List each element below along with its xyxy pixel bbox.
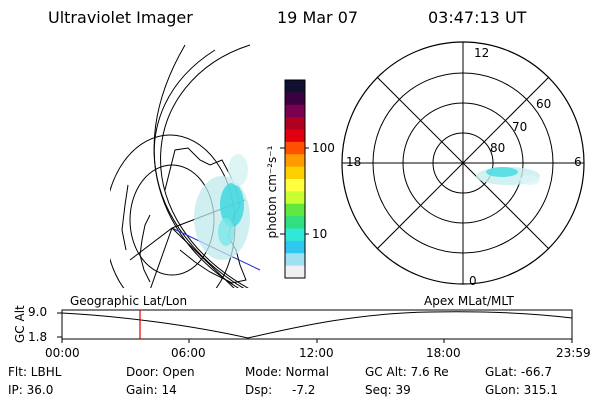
colorbar-strip <box>285 240 305 254</box>
mlt-label-12: 12 <box>474 46 490 60</box>
timeline-tick-1200: 12:00 <box>299 346 334 360</box>
aurora-polar <box>476 167 540 185</box>
colorbar-strip <box>285 253 305 267</box>
colorbar-strip <box>285 216 305 230</box>
colorbar-strip <box>285 92 305 106</box>
colorbar-strip <box>285 203 305 217</box>
info-door: Door: Open <box>126 365 195 379</box>
aurora-geo <box>194 154 250 260</box>
colorbar-strip <box>285 166 305 180</box>
polar-grid <box>341 41 585 285</box>
info-glat: GLat: -66.7 <box>485 365 552 379</box>
mlt-label-0: 0 <box>469 274 477 288</box>
colorbar-unit-label: photon cm⁻²s⁻¹ <box>265 145 279 239</box>
colorbar-tick-10: 10 <box>312 227 328 241</box>
instrument-title: Ultraviolet Imager <box>48 8 193 27</box>
colorbar-strip <box>285 228 305 242</box>
colorbar-strip <box>285 265 305 279</box>
info-dsp-value: -7.2 <box>292 383 316 397</box>
mlt-label-6: 6 <box>574 155 582 169</box>
time-label: 03:47:13 UT <box>428 8 527 27</box>
mlt-label-18: 18 <box>346 155 362 169</box>
mlat-label-60: 60 <box>536 97 552 111</box>
mlat-label-80: 80 <box>490 141 506 155</box>
colorbar-strip <box>285 179 305 192</box>
polar-panel-label: Apex MLat/MLT <box>424 294 514 308</box>
info-gc-alt: GC Alt: 7.6 Re <box>365 365 449 379</box>
geo-panel-label: Geographic Lat/Lon <box>70 294 188 308</box>
mlat-label-70: 70 <box>512 120 528 134</box>
info-ip: IP: 36.0 <box>8 383 54 397</box>
colorbar-strip <box>285 104 305 118</box>
timeline-tick-0600: 06:00 <box>171 346 206 360</box>
info-seq: Seq: 39 <box>365 383 411 397</box>
info-gain: Gain: 14 <box>126 383 177 397</box>
info-glon: GLon: 315.1 <box>485 383 558 397</box>
date-label: 19 Mar 07 <box>277 8 359 27</box>
timeline-axis-title: GC Alt <box>13 305 27 343</box>
colorbar-strip <box>285 141 305 155</box>
colorbar-tick-100: 100 <box>312 141 335 155</box>
colorbar-strip <box>285 129 305 143</box>
info-mode: Mode: Normal <box>245 365 329 379</box>
timeline-plot <box>57 309 573 343</box>
timeline-tick-2359: 23:59 <box>556 346 591 360</box>
info-filter: Flt: LBHL <box>8 365 62 379</box>
info-dsp-label: Dsp: <box>245 383 273 397</box>
colorbar-strip <box>285 154 305 168</box>
timeline-ymin: 1.8 <box>28 330 48 344</box>
colorbar <box>280 79 309 279</box>
colorbar-strip <box>285 80 305 93</box>
timeline-tick-1800: 18:00 <box>426 346 461 360</box>
colorbar-strip <box>285 191 305 205</box>
timeline-ymax: 9.0 <box>28 305 48 319</box>
colorbar-strip <box>285 117 305 131</box>
timeline-tick-0000: 00:00 <box>45 346 80 360</box>
